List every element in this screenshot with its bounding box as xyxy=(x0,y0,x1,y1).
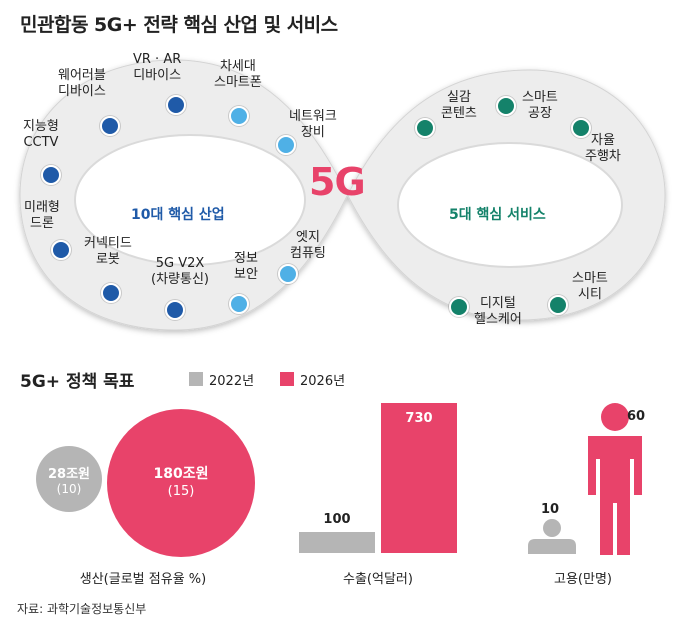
right-loop-label: 5대 핵심 서비스 xyxy=(449,207,546,223)
service-label: 스마트 공장 xyxy=(522,90,558,121)
production-2026-share: (15) xyxy=(167,484,195,499)
section-title: 5G+ 정책 목표 xyxy=(20,372,135,392)
industry-dot xyxy=(276,135,296,155)
employment-2026-value: 60 xyxy=(627,409,646,424)
service-dot xyxy=(496,96,516,116)
export-2026-value: 730 xyxy=(405,411,433,426)
service-dot xyxy=(415,118,435,138)
industry-dot xyxy=(100,116,120,136)
industry-label: 차세대 스마트폰 xyxy=(214,59,262,90)
export-2022-value: 100 xyxy=(323,512,351,528)
employment-2022-value: 10 xyxy=(541,502,560,517)
industry-dot xyxy=(101,283,121,303)
export-2022-bar xyxy=(299,532,375,553)
service-label: 스마트 시티 xyxy=(572,271,608,302)
employment-2022-figure xyxy=(528,519,576,554)
industry-label: 네트워크 장비 xyxy=(289,109,337,140)
infinity-diagram xyxy=(19,59,666,331)
employment-2026-figure xyxy=(588,403,642,555)
page-title: 민관합동 5G+ 전략 핵심 산업 및 서비스 xyxy=(20,14,338,36)
export-2026-bar xyxy=(381,403,457,553)
industry-label: 웨어러블 디바이스 xyxy=(58,68,106,99)
service-label: 자율 주행차 xyxy=(585,133,621,164)
industry-label: 엣지 컴퓨팅 xyxy=(290,230,326,261)
industry-dot xyxy=(229,294,249,314)
production-2026-value: 180조원 xyxy=(153,466,209,482)
industry-dot xyxy=(51,240,71,260)
industry-label: 미래형 드론 xyxy=(24,200,60,231)
industry-label: VR · AR 디바이스 xyxy=(133,52,182,83)
legend-swatch-2026 xyxy=(280,372,294,386)
industry-dot xyxy=(166,95,186,115)
industry-label: 정보 보안 xyxy=(234,251,258,282)
left-loop-label: 10대 핵심 산업 xyxy=(131,207,225,223)
industry-label: 5G V2X (차량통신) xyxy=(151,256,209,287)
legend-swatch-2022 xyxy=(189,372,203,386)
service-label: 실감 콘텐츠 xyxy=(441,90,477,121)
production-2022-bubble xyxy=(36,446,102,512)
employment-category-label: 고용(만명) xyxy=(554,572,612,587)
industry-label: 지능형 CCTV xyxy=(23,119,59,150)
left-hole xyxy=(74,134,306,266)
legend-label-2026: 2026년 xyxy=(300,374,346,389)
center-5g-label: 5G xyxy=(309,160,366,204)
right-hole xyxy=(397,142,623,268)
industry-dot xyxy=(278,264,298,284)
industry-dot xyxy=(165,300,185,320)
production-2022-value: 28조원 xyxy=(47,467,90,482)
service-dot xyxy=(571,118,591,138)
production-2022-share: (10) xyxy=(56,482,82,496)
production-2026-bubble xyxy=(107,409,255,557)
industry-dot xyxy=(229,106,249,126)
industry-label: 커넥티드 로봇 xyxy=(84,236,132,267)
legend-label-2022: 2022년 xyxy=(209,374,255,389)
production-category-label: 생산(글로벌 점유율 %) xyxy=(79,572,207,587)
industry-dot xyxy=(41,165,61,185)
source-note: 자료: 과학기술정보통신부 xyxy=(17,602,147,616)
service-dot xyxy=(449,297,469,317)
export-category-label: 수출(억달러) xyxy=(343,572,413,587)
service-label: 디지털 헬스케어 xyxy=(474,296,522,327)
service-dot xyxy=(548,295,568,315)
